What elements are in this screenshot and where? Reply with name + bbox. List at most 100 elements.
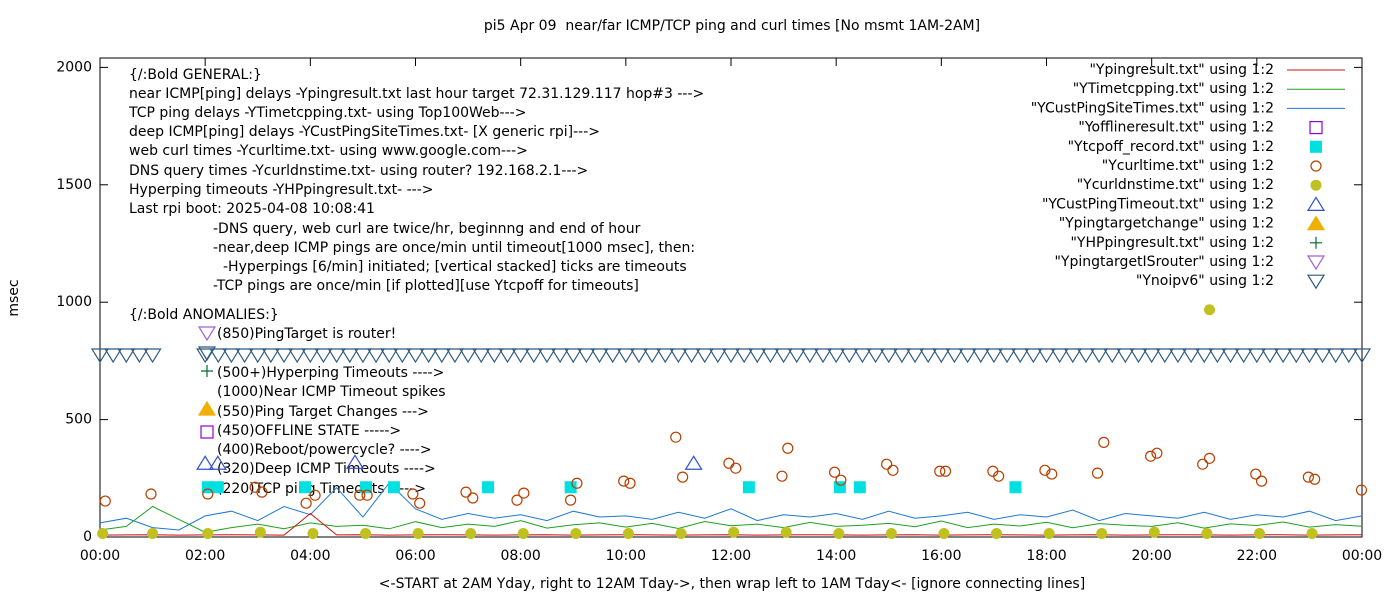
point	[412, 527, 424, 539]
point	[465, 527, 477, 539]
point	[309, 489, 321, 501]
legend-label: "Yofflineresult.txt" using 1:2	[1078, 120, 1274, 136]
point	[677, 471, 689, 483]
point	[1260, 348, 1280, 364]
point	[143, 348, 162, 364]
point	[828, 466, 841, 478]
legend-swatch	[1306, 255, 1326, 271]
point	[1339, 348, 1358, 364]
annotation-symbol	[200, 425, 214, 439]
point	[565, 494, 577, 506]
point	[1306, 527, 1318, 539]
point	[708, 348, 727, 364]
point	[419, 348, 438, 364]
point	[327, 348, 346, 364]
legend-swatch	[1306, 274, 1326, 290]
point	[1129, 348, 1148, 364]
point	[511, 348, 530, 364]
annotation: -near,deep ICMP pings are once/min until…	[213, 240, 695, 256]
point	[366, 348, 386, 364]
point	[414, 497, 426, 509]
point	[130, 348, 149, 364]
annotation-symbol	[197, 400, 217, 416]
x-tick-label: 06:00	[395, 548, 435, 564]
point	[1300, 348, 1319, 364]
point	[147, 527, 159, 539]
x-tick-label: 20:00	[1131, 548, 1171, 564]
annotation: DNS query times -Ycurldnstime.txt- using…	[129, 163, 588, 179]
point	[675, 527, 687, 539]
point	[274, 348, 294, 364]
x-tick-label: 08:00	[500, 548, 540, 564]
legend-swatch	[1306, 196, 1326, 211]
chart-title: pi5 Apr 09 near/far ICMP/TCP ping and cu…	[484, 18, 980, 34]
legend-label: "Ycurltime.txt" using 1:2	[1102, 158, 1274, 174]
annotation: web curl times -Ycurltime.txt- using www…	[129, 143, 528, 159]
point	[853, 348, 872, 364]
y-tick-label: 2000	[56, 59, 92, 75]
point	[104, 348, 123, 364]
point	[406, 348, 425, 364]
point	[1255, 475, 1268, 487]
point	[248, 348, 267, 364]
point	[498, 348, 517, 364]
point	[905, 348, 925, 364]
point	[881, 458, 893, 470]
point	[1037, 348, 1056, 364]
point	[393, 348, 412, 364]
legend-label: "Ycurldnstime.txt" using 1:2	[1077, 177, 1274, 193]
point	[90, 348, 110, 364]
point	[728, 526, 740, 538]
point	[934, 465, 946, 477]
point	[938, 527, 950, 539]
x-tick-label: 02:00	[185, 548, 225, 564]
point	[997, 348, 1017, 364]
point	[835, 474, 847, 486]
point	[314, 348, 333, 364]
point	[261, 348, 280, 364]
point	[301, 348, 320, 364]
annotation: (320)Deep ICMP Timeouts ---->	[217, 461, 436, 477]
point	[1168, 348, 1188, 364]
point	[1155, 348, 1174, 364]
point	[939, 465, 952, 477]
series-line	[99, 505, 1363, 533]
point	[571, 477, 583, 489]
point	[551, 348, 570, 364]
x-tick-label: 18:00	[1026, 548, 1066, 564]
point	[1309, 473, 1321, 485]
point	[958, 348, 977, 364]
point	[723, 457, 735, 469]
x-tick-label: 22:00	[1237, 548, 1277, 564]
point	[1011, 348, 1030, 364]
annotation: {/:Bold GENERAL:}	[129, 67, 262, 83]
point	[299, 481, 312, 494]
annotation-symbol	[201, 365, 213, 377]
point	[485, 348, 504, 364]
annotation: (550)Ping Target Changes --->	[217, 404, 429, 420]
point	[695, 348, 714, 364]
point	[735, 348, 754, 364]
point	[445, 348, 465, 364]
legend-swatch	[1310, 160, 1322, 172]
point	[97, 527, 109, 539]
legend-swatch	[1310, 140, 1322, 153]
legend-label: "YCustPingSiteTimes.txt" using 1:2	[1031, 100, 1274, 116]
point	[622, 527, 634, 539]
point	[307, 527, 319, 539]
point	[730, 462, 742, 474]
point	[472, 348, 491, 364]
point	[1103, 348, 1122, 364]
point	[235, 348, 254, 364]
point	[1050, 348, 1069, 364]
point	[145, 488, 157, 500]
point	[202, 488, 214, 500]
legend-label: "YTimetcpping.txt" using 1:2	[1073, 81, 1274, 97]
annotation: (1000)Near ICMP Timeout spikes	[217, 384, 446, 400]
point	[511, 494, 523, 506]
annotation: Hyperping timeouts -YHPpingresult.txt- -…	[129, 182, 434, 198]
point	[670, 431, 682, 443]
point	[827, 348, 846, 364]
point	[892, 348, 911, 364]
point	[1116, 348, 1135, 364]
